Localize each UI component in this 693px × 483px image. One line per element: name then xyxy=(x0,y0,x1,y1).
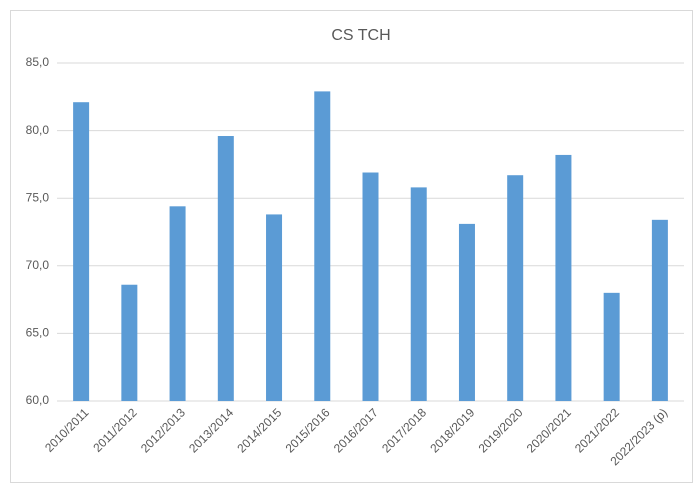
bar xyxy=(121,284,138,401)
bar xyxy=(651,219,668,401)
y-tick-label: 85,0 xyxy=(26,55,50,69)
bar xyxy=(410,187,427,401)
bar xyxy=(362,172,379,401)
y-tick-label: 80,0 xyxy=(26,123,50,137)
bar xyxy=(169,206,186,401)
bar xyxy=(555,154,572,401)
y-tick-label: 60,0 xyxy=(26,393,50,407)
chart-title: CS TCH xyxy=(331,27,390,44)
bar xyxy=(507,175,524,401)
bar xyxy=(603,292,620,401)
bar xyxy=(314,91,331,401)
y-tick-label: 65,0 xyxy=(26,326,50,340)
chart-border xyxy=(10,10,693,483)
bar xyxy=(266,214,283,401)
bar xyxy=(458,223,475,401)
y-tick-label: 75,0 xyxy=(26,190,50,204)
bar xyxy=(73,102,90,401)
bar xyxy=(217,136,234,401)
y-tick-label: 70,0 xyxy=(26,258,50,272)
